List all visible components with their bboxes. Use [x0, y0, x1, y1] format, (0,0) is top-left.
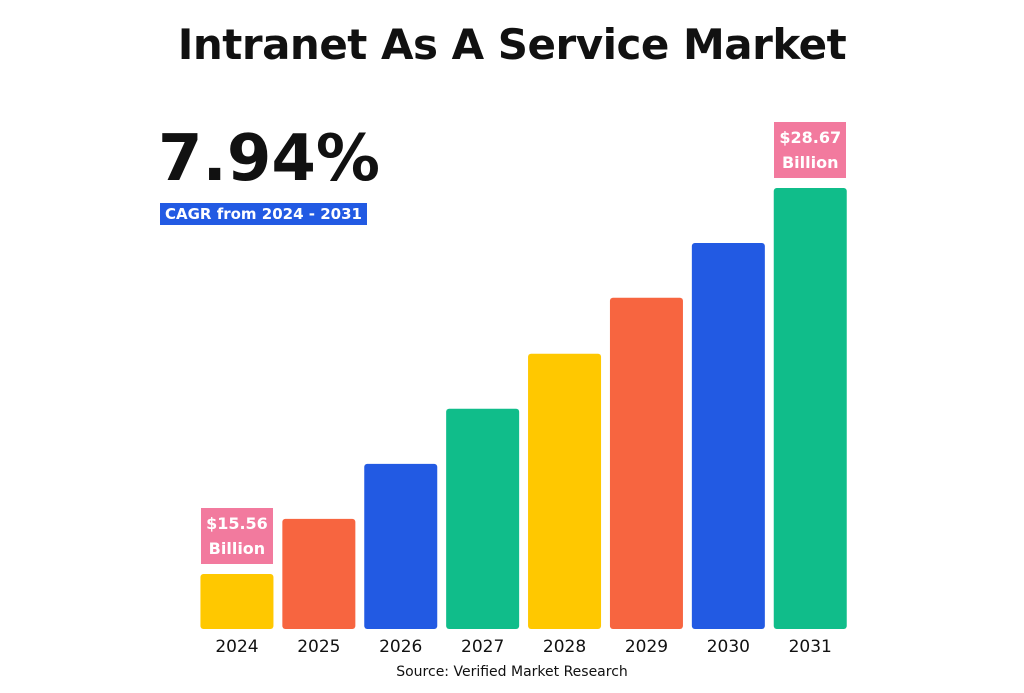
bar — [773, 188, 847, 629]
cagr-label: CAGR from 2024 - 2031 — [160, 203, 367, 225]
bar — [364, 463, 438, 629]
bar — [282, 518, 356, 629]
x-tick-label: 2031 — [789, 637, 832, 657]
x-tick-label: 2030 — [707, 637, 750, 657]
source-note: Source: Verified Market Research — [396, 664, 628, 680]
x-tick-label: 2027 — [461, 637, 504, 657]
value-label: $15.56 Billion — [200, 507, 273, 564]
x-tick-label: 2025 — [297, 637, 340, 657]
x-tick-label: 2026 — [379, 637, 422, 657]
bar — [691, 243, 765, 630]
x-tick-label: 2028 — [543, 637, 586, 657]
bar — [609, 297, 683, 629]
x-tick-label: 2029 — [625, 637, 668, 657]
chart-title: Intranet As A Service Market — [177, 20, 847, 69]
cagr-value: 7.94% — [158, 122, 381, 196]
value-label: $28.67 Billion — [774, 122, 847, 178]
bar — [200, 573, 274, 629]
x-tick-label: 2024 — [215, 637, 258, 657]
bar — [528, 353, 602, 629]
bar — [446, 408, 520, 629]
